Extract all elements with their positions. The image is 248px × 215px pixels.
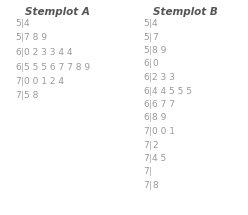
Text: |: | — [21, 77, 24, 86]
Text: |: | — [149, 19, 152, 28]
Text: |: | — [21, 63, 24, 72]
Text: |: | — [21, 34, 24, 43]
Text: 6: 6 — [143, 114, 149, 123]
Text: 5: 5 — [15, 34, 21, 43]
Text: 0 0 1 2 4: 0 0 1 2 4 — [24, 77, 64, 86]
Text: 5: 5 — [143, 19, 149, 28]
Text: |: | — [149, 86, 152, 95]
Text: |: | — [149, 100, 152, 109]
Text: |: | — [149, 154, 152, 163]
Text: 7: 7 — [143, 140, 149, 149]
Text: 5: 5 — [143, 32, 149, 41]
Text: 0 0 1: 0 0 1 — [152, 127, 175, 136]
Text: 6: 6 — [15, 48, 21, 57]
Text: 0 2 3 3 4 4: 0 2 3 3 4 4 — [24, 48, 72, 57]
Text: |: | — [21, 19, 24, 28]
Text: 4 4 5 5 5: 4 4 5 5 5 — [152, 86, 192, 95]
Text: 5: 5 — [143, 46, 149, 55]
Text: 7: 7 — [143, 181, 149, 190]
Text: Stemplot A: Stemplot A — [25, 7, 90, 17]
Text: 8 9: 8 9 — [152, 114, 166, 123]
Text: |: | — [149, 167, 152, 177]
Text: 8 9: 8 9 — [152, 46, 166, 55]
Text: Stemplot B: Stemplot B — [153, 7, 217, 17]
Text: 0: 0 — [152, 60, 158, 69]
Text: 6: 6 — [143, 73, 149, 82]
Text: 7: 7 — [15, 92, 21, 100]
Text: |: | — [149, 181, 152, 190]
Text: 7: 7 — [15, 77, 21, 86]
Text: 2 3 3: 2 3 3 — [152, 73, 175, 82]
Text: 8: 8 — [152, 181, 158, 190]
Text: 7: 7 — [143, 154, 149, 163]
Text: 5 8: 5 8 — [24, 92, 38, 100]
Text: 6: 6 — [143, 86, 149, 95]
Text: |: | — [149, 127, 152, 136]
Text: 5: 5 — [15, 19, 21, 28]
Text: 2: 2 — [152, 140, 158, 149]
Text: |: | — [149, 114, 152, 123]
Text: |: | — [21, 48, 24, 57]
Text: 7 8 9: 7 8 9 — [24, 34, 47, 43]
Text: |: | — [149, 46, 152, 55]
Text: 7: 7 — [152, 32, 158, 41]
Text: 4: 4 — [152, 19, 158, 28]
Text: 6 7 7: 6 7 7 — [152, 100, 175, 109]
Text: 6: 6 — [15, 63, 21, 72]
Text: |: | — [21, 92, 24, 100]
Text: 6: 6 — [143, 60, 149, 69]
Text: 4 5: 4 5 — [152, 154, 166, 163]
Text: 5 5 5 6 7 7 8 9: 5 5 5 6 7 7 8 9 — [24, 63, 90, 72]
Text: |: | — [149, 60, 152, 69]
Text: |: | — [149, 32, 152, 41]
Text: |: | — [149, 73, 152, 82]
Text: 6: 6 — [143, 100, 149, 109]
Text: 7: 7 — [143, 127, 149, 136]
Text: 7: 7 — [143, 167, 149, 177]
Text: |: | — [149, 140, 152, 149]
Text: 4: 4 — [24, 19, 30, 28]
